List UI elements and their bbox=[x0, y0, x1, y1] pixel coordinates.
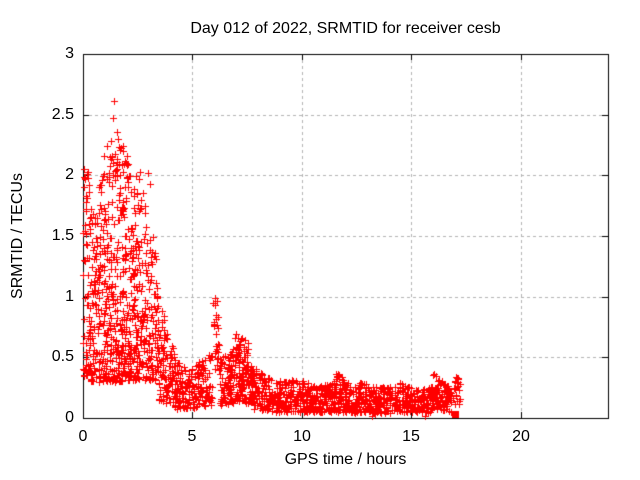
x-tick-label: 0 bbox=[78, 428, 88, 445]
y-tick-label: 2.5 bbox=[51, 106, 74, 123]
chart-title: Day 012 of 2022, SRMTID for receiver ces… bbox=[190, 20, 501, 37]
y-tick-label: 1.5 bbox=[51, 227, 74, 244]
x-tick-label: 10 bbox=[293, 428, 311, 445]
y-tick-label: 2 bbox=[65, 166, 74, 183]
x-axis-label: GPS time / hours bbox=[284, 451, 407, 468]
y-tick-label: 0 bbox=[65, 409, 74, 426]
x-tick-label: 5 bbox=[187, 428, 197, 445]
y-tick-label: 1 bbox=[65, 288, 74, 305]
y-tick-label: 0.5 bbox=[51, 348, 74, 365]
x-tick-label: 15 bbox=[402, 428, 420, 445]
x-tick-label: 20 bbox=[512, 428, 530, 445]
y-tick-label: 3 bbox=[65, 45, 74, 62]
